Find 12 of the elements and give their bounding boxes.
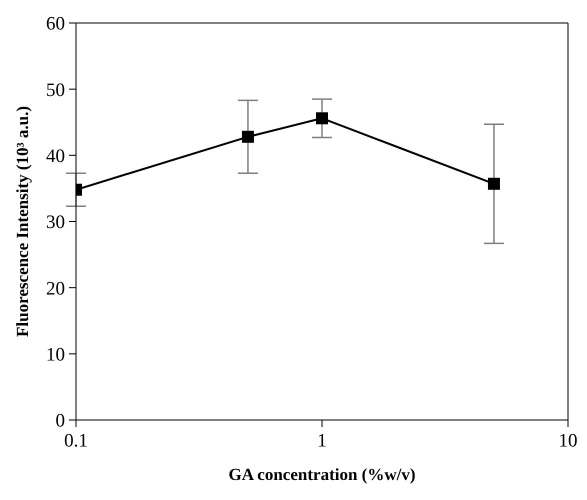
x-axis-title: GA concentration (%w/v)	[228, 465, 416, 484]
y-tick-label: 0	[56, 410, 65, 432]
y-tick-label: 40	[46, 146, 65, 168]
y-tick-label: 10	[46, 344, 65, 366]
y-tick-label: 60	[46, 14, 65, 35]
y-axis-title: Fluorescence Intensity (10³ a.u.)	[13, 106, 32, 337]
x-tick-label: 0.1	[64, 430, 88, 452]
y-tick-label: 30	[46, 212, 65, 234]
x-tick-label: 10	[558, 430, 578, 452]
y-tick-label: 50	[46, 80, 65, 101]
x-tick-label: 1	[317, 430, 327, 452]
y-tick-label: 20	[46, 278, 65, 300]
